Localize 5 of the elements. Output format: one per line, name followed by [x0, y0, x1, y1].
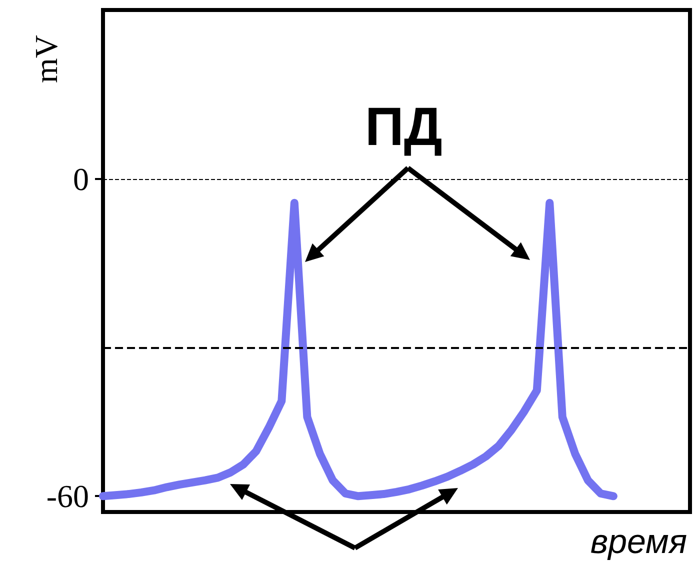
x-axis-title: время [590, 523, 687, 561]
annotation: ПД [365, 97, 442, 157]
y-tick-label: 0 [73, 161, 89, 198]
y-tick-label: -60 [46, 478, 89, 514]
y-axis-title: mV [28, 35, 64, 83]
